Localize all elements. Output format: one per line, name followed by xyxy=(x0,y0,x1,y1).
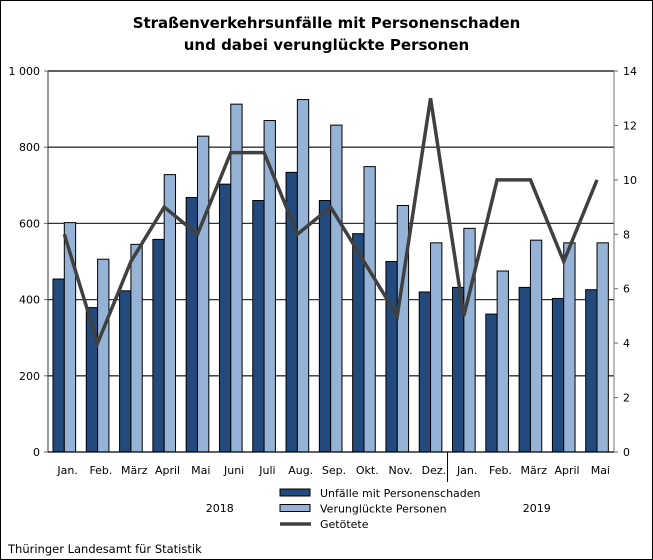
bar-unfaelle xyxy=(252,200,265,453)
legend-label: Getötete xyxy=(320,518,369,531)
category-label: Juli xyxy=(258,464,275,477)
category-label: Jan. xyxy=(56,464,77,477)
bar-verunglueckte xyxy=(196,135,210,453)
bar-unfaelle xyxy=(318,200,332,453)
bar-unfaelle xyxy=(585,289,598,453)
left-tick-label: 800 xyxy=(19,141,40,154)
bar-unfaelle xyxy=(218,183,232,453)
chart-title: Straßenverkehrsunfälle mit Personenschad… xyxy=(0,12,653,56)
right-tick-label: 12 xyxy=(623,119,637,132)
bar-unfaelle xyxy=(185,196,198,453)
bar-verunglueckte xyxy=(363,166,376,453)
line-getoetete xyxy=(62,97,599,349)
bar-verunglueckte xyxy=(596,242,609,453)
bar-unfaelle xyxy=(152,238,165,453)
category-label: Nov. xyxy=(389,464,413,477)
year-label: 2019 xyxy=(523,502,551,515)
bar-verunglueckte xyxy=(463,227,476,453)
left-tick-label: 200 xyxy=(19,370,40,383)
category-label: Dez. xyxy=(422,464,447,477)
right-tick-label: 4 xyxy=(623,337,630,350)
bar-unfaelle xyxy=(119,290,132,453)
category-label: Feb. xyxy=(489,464,512,477)
bar-verunglueckte xyxy=(130,243,143,453)
category-label: April xyxy=(554,464,579,477)
right-tick-label: 8 xyxy=(623,228,630,241)
year-label: 2018 xyxy=(206,502,234,515)
bar-verunglueckte xyxy=(430,242,443,453)
right-tick-label: 14 xyxy=(623,65,637,78)
bar-verunglueckte xyxy=(296,99,310,453)
bar-unfaelle xyxy=(518,286,531,453)
bar-unfaelle xyxy=(551,297,565,453)
category-label: Jan. xyxy=(456,464,477,477)
left-tick-label: 0 xyxy=(33,446,40,459)
category-label: Okt. xyxy=(356,464,379,477)
bar-verunglueckte xyxy=(330,124,343,453)
bar-unfaelle xyxy=(352,233,365,453)
left-tick-label: 1 000 xyxy=(9,65,41,78)
bar-unfaelle xyxy=(418,291,432,453)
bar-verunglueckte xyxy=(563,242,576,453)
bar-unfaelle xyxy=(52,278,65,453)
left-tick-label: 400 xyxy=(19,294,40,307)
right-tick-label: 6 xyxy=(623,283,630,296)
legend-label: Verunglückte Personen xyxy=(320,503,447,516)
category-label: Sep. xyxy=(322,464,346,477)
right-tick-label: 2 xyxy=(623,392,630,405)
category-label: Aug. xyxy=(288,464,313,477)
legend-label: Unfälle mit Personenschaden xyxy=(320,487,481,500)
bar-verunglueckte xyxy=(230,103,243,453)
bar-verunglueckte xyxy=(97,258,110,453)
category-label: Mai xyxy=(191,464,210,477)
right-tick-label: 0 xyxy=(623,446,630,459)
left-tick-label: 600 xyxy=(19,217,40,230)
bar-unfaelle xyxy=(385,261,398,453)
right-tick-label: 10 xyxy=(623,174,637,187)
category-label: Juni xyxy=(223,464,244,477)
category-label: März xyxy=(121,464,148,477)
category-label: Feb. xyxy=(89,464,112,477)
category-label: April xyxy=(155,464,180,477)
bar-verunglueckte xyxy=(496,270,509,453)
source-note: Thüringer Landesamt für Statistik xyxy=(8,542,202,556)
bar-verunglueckte xyxy=(529,239,543,453)
legend-swatch xyxy=(279,488,311,497)
category-label: März xyxy=(520,464,547,477)
bar-unfaelle xyxy=(485,313,498,453)
title-line-1: Straßenverkehrsunfälle mit Personenschad… xyxy=(132,14,521,32)
title-line-2: und dabei verunglückte Personen xyxy=(183,36,470,54)
legend-swatch xyxy=(279,504,311,512)
category-label: Mai xyxy=(591,464,610,477)
